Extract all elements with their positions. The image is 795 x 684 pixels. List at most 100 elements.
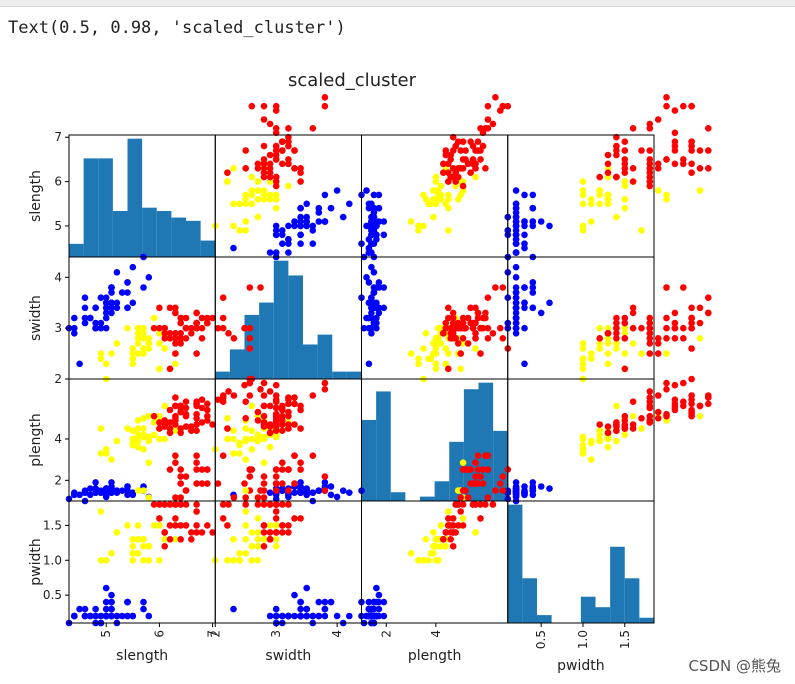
point-pwidth-vs-plength-s2-40: [467, 480, 474, 487]
point-slength-vs-plength-s2-45: [482, 125, 489, 132]
point-slength-vs-swidth-s2-41: [279, 138, 286, 145]
point-plength-vs-pwidth-s0-31: [537, 483, 545, 490]
point-pwidth-vs-plength-s2-38: [454, 522, 462, 529]
point-plength-vs-swidth-s0-37: [339, 487, 347, 495]
point-plength-vs-pwidth-s2-40: [671, 406, 679, 414]
point-plength-vs-slength-s2-9: [172, 394, 179, 401]
point-swidth-vs-plength-s1-17: [420, 345, 427, 352]
point-pwidth-vs-swidth-s1-13: [242, 550, 249, 557]
point-swidth-vs-plength-s1-0: [415, 355, 422, 363]
point-slength-vs-swidth-s1-29: [224, 178, 231, 185]
point-slength-vs-plength-s0-46: [370, 191, 378, 199]
point-swidth-vs-plength-s0-33: [380, 284, 388, 291]
point-plength-vs-swidth-s2-47: [266, 388, 274, 395]
point-pwidth-vs-plength-s2-37: [479, 466, 487, 473]
point-pwidth-vs-plength-s1-30: [432, 536, 440, 543]
point-pwidth-vs-swidth-s2-47: [266, 501, 274, 508]
point-pwidth-vs-slength-s0-25: [102, 584, 110, 592]
point-plength-vs-swidth-s2-30: [242, 398, 249, 406]
hist-bar-slength-5: [142, 207, 157, 257]
point-slength-vs-pwidth-s0-3: [512, 249, 520, 256]
point-swidth-vs-slength-s1-4: [113, 340, 121, 347]
point-pwidth-vs-swidth-s2-6: [291, 515, 298, 522]
point-plength-vs-swidth-s2-56: [224, 425, 231, 432]
point-pwidth-vs-plength-s1-3: [407, 550, 415, 557]
point-slength-vs-pwidth-s2-21: [680, 156, 687, 163]
cell-top-bar: [0, 0, 795, 7]
point-swidth-vs-pwidth-s1-2: [579, 360, 587, 368]
point-swidth-vs-plength-s2-52: [499, 335, 507, 342]
point-plength-vs-pwidth-s1-3: [588, 456, 595, 463]
point-swidth-vs-plength-s0-48: [363, 274, 370, 281]
point-swidth-vs-pwidth-s0-42: [512, 304, 520, 312]
point-slength-vs-pwidth-s2-23: [646, 156, 654, 163]
point-swidth-vs-pwidth-s2-24: [663, 324, 670, 332]
point-swidth-vs-pwidth-s2-13: [621, 314, 629, 322]
point-slength-vs-swidth-s2-32: [279, 147, 286, 154]
point-pwidth-vs-swidth-s2-45: [285, 501, 292, 508]
point-slength-vs-plength-s1-16: [445, 191, 452, 199]
point-swidth-vs-pwidth-s0-43: [529, 304, 537, 312]
point-slength-vs-plength-s2-46: [477, 125, 484, 132]
point-plength-vs-swidth-s1-3: [242, 456, 249, 463]
point-swidth-vs-plength-s2-33: [474, 309, 482, 317]
point-swidth-vs-slength-s2-24: [182, 324, 190, 332]
point-pwidth-vs-slength-s0-31: [108, 591, 115, 599]
point-swidth-vs-plength-s0-26: [368, 309, 375, 317]
point-plength-vs-pwidth-s2-39: [688, 400, 695, 408]
point-swidth-vs-pwidth-s0-6: [521, 304, 528, 312]
ylabel-plength: plength: [28, 413, 44, 467]
point-pwidth-vs-slength-s0-46: [140, 598, 147, 606]
point-swidth-vs-pwidth-s0-26: [512, 309, 520, 317]
point-slength-vs-swidth-s2-45: [285, 125, 292, 132]
point-pwidth-vs-slength-s2-38: [204, 522, 211, 529]
point-swidth-vs-plength-s0-45: [365, 299, 373, 307]
point-pwidth-vs-plength-s2-18: [472, 473, 479, 480]
point-plength-vs-swidth-s1-10: [248, 427, 256, 435]
point-plength-vs-swidth-s2-26: [272, 427, 280, 435]
point-swidth-vs-slength-s0-43: [124, 304, 131, 312]
point-swidth-vs-plength-s0-21: [373, 324, 380, 332]
point-swidth-vs-pwidth-s2-52: [663, 335, 670, 342]
point-swidth-vs-plength-s2-16: [464, 314, 472, 322]
point-plength-vs-swidth-s0-26: [291, 489, 298, 497]
point-plength-vs-swidth-s1-23: [254, 437, 262, 445]
point-pwidth-vs-slength-s1-2: [102, 557, 110, 564]
point-pwidth-vs-slength-s2-20: [182, 522, 190, 529]
point-slength-vs-pwidth-s2-55: [629, 178, 637, 185]
point-slength-vs-plength-s2-40: [467, 138, 474, 145]
point-pwidth-vs-plength-s1-28: [459, 515, 467, 522]
point-pwidth-vs-swidth-s2-51: [248, 466, 256, 473]
point-pwidth-vs-plength-s2-49: [497, 480, 504, 487]
point-swidth-vs-pwidth-s2-19: [646, 319, 654, 327]
point-slength-vs-swidth-s2-42: [285, 133, 292, 141]
point-slength-vs-pwidth-s1-4: [613, 213, 620, 221]
point-pwidth-vs-swidth-s2-46: [272, 515, 280, 522]
point-plength-vs-slength-s1-3: [108, 456, 115, 463]
point-swidth-vs-plength-s1-39: [445, 350, 452, 357]
point-slength-vs-swidth-s0-34: [321, 218, 329, 225]
point-swidth-vs-slength-s0-10: [87, 314, 94, 322]
point-swidth-vs-slength-s1-38: [161, 345, 168, 352]
chart-title: scaled_cluster: [288, 70, 417, 91]
point-slength-vs-swidth-s2-59: [272, 182, 280, 190]
point-plength-vs-slength-s1-15: [134, 431, 142, 439]
point-swidth-vs-slength-s2-47: [225, 330, 232, 337]
point-slength-vs-swidth-s2-47: [266, 120, 274, 128]
point-plength-vs-slength-s0-34: [108, 485, 115, 492]
point-pwidth-vs-plength-s2-10: [459, 522, 467, 529]
point-pwidth-vs-slength-s2-19: [177, 501, 184, 508]
point-pwidth-vs-slength-s2-1: [161, 529, 168, 536]
point-swidth-vs-pwidth-s2-1: [613, 330, 620, 337]
point-plength-vs-pwidth-s1-26: [621, 431, 629, 439]
point-slength-vs-pwidth-s1-25: [654, 187, 662, 194]
point-plength-vs-swidth-s2-54: [321, 386, 329, 393]
point-pwidth-vs-plength-s2-31: [474, 480, 482, 487]
point-plength-vs-swidth-s0-23: [285, 493, 292, 501]
point-plength-vs-pwidth-s2-38: [621, 417, 629, 424]
point-plength-vs-pwidth-s0-47: [521, 483, 528, 490]
point-slength-vs-swidth-s2-35: [260, 142, 268, 150]
point-swidth-vs-slength-s0-44: [129, 263, 137, 271]
point-pwidth-vs-slength-s1-12: [134, 522, 142, 529]
